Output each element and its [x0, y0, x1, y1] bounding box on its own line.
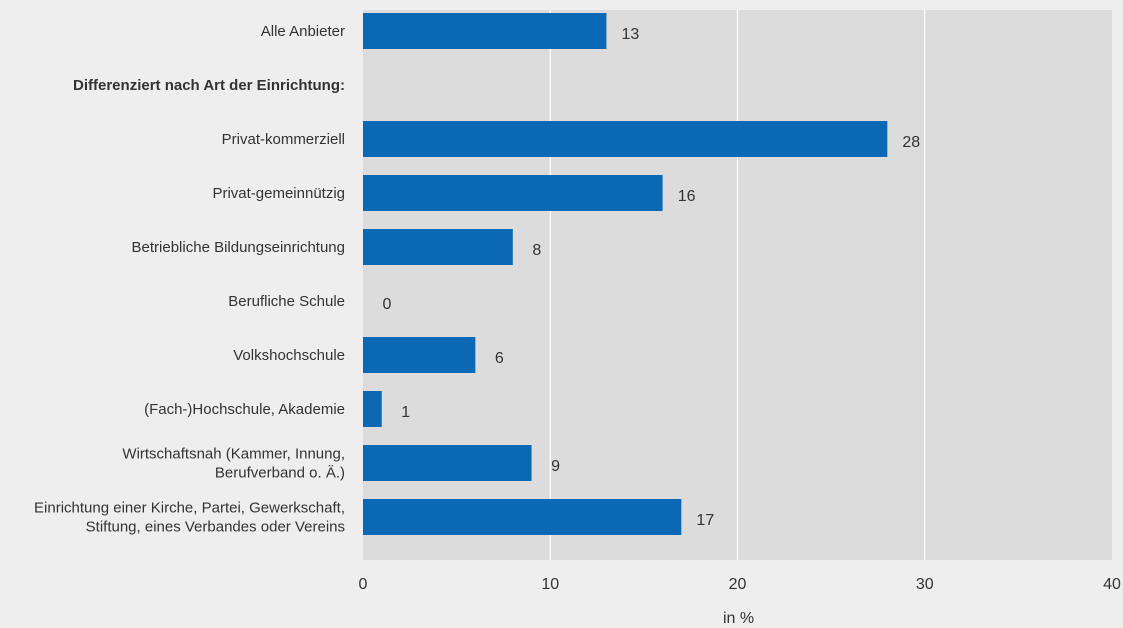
bar [363, 337, 476, 373]
bar [363, 391, 382, 427]
gridlines [549, 10, 926, 560]
bar [363, 121, 888, 157]
category-label: Einrichtung einer Kirche, Partei, Gewerk… [34, 500, 345, 517]
x-axis-title: in % [723, 610, 754, 627]
bar [363, 445, 532, 481]
x-tick-label: 40 [1103, 576, 1121, 593]
category-label: Berufliche Schule [228, 293, 345, 310]
data-label: 16 [678, 188, 696, 205]
category-label: Privat-gemeinnützig [212, 185, 345, 202]
value-labels: 13 28 16 8 0 6 1 9 17 [383, 26, 921, 529]
bar [363, 499, 682, 535]
data-label: 6 [495, 350, 504, 367]
category-label: Privat-kommerziell [222, 131, 345, 148]
category-label: Stiftung, eines Verbandes oder Vereins [86, 519, 345, 536]
data-label: 28 [902, 134, 920, 151]
bar [363, 13, 607, 49]
category-labels: Alle Anbieter Differenziert nach Art der … [34, 23, 345, 536]
category-label: Volkshochschule [233, 347, 345, 364]
x-tick-label: 20 [729, 576, 747, 593]
data-label: 0 [383, 296, 392, 313]
category-label: Berufverband o. Ä.) [215, 465, 345, 482]
x-tick-label: 30 [916, 576, 934, 593]
x-tick-label: 0 [359, 576, 368, 593]
data-label: 8 [532, 242, 541, 259]
x-axis-ticks: 0 10 20 30 40 [359, 576, 1121, 593]
data-label: 9 [551, 458, 560, 475]
bar [363, 175, 663, 211]
data-label: 17 [696, 512, 714, 529]
category-label: Alle Anbieter [261, 23, 345, 40]
category-label: (Fach-)Hochschule, Akademie [144, 401, 345, 418]
x-tick-label: 10 [541, 576, 559, 593]
data-label: 13 [622, 26, 640, 43]
bars [363, 13, 888, 535]
bar [363, 229, 513, 265]
category-label: Wirtschaftsnah (Kammer, Innung, [122, 446, 345, 463]
data-label: 1 [401, 404, 410, 421]
category-label: Betriebliche Bildungseinrichtung [132, 239, 345, 256]
section-heading: Differenziert nach Art der Einrichtung: [73, 77, 345, 94]
